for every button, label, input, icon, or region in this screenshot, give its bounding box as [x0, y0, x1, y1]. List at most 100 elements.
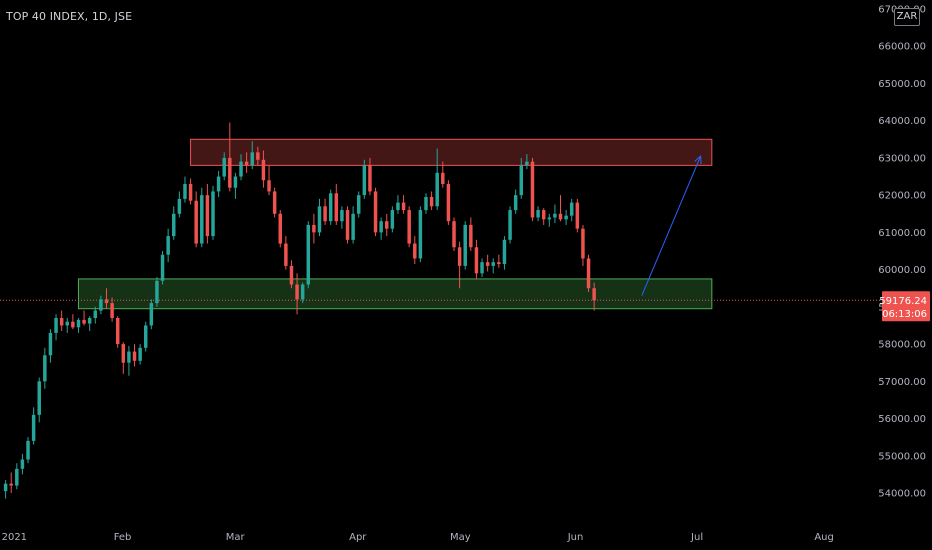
candle-body — [183, 183, 187, 199]
candle — [530, 157, 535, 222]
candle-body — [497, 262, 501, 265]
y-tick-label: 63000.00 — [878, 153, 926, 164]
candle — [194, 191, 198, 248]
candle — [59, 310, 64, 332]
candle — [592, 282, 596, 311]
candle-body — [368, 165, 372, 192]
candle — [469, 217, 473, 251]
candle-body — [82, 319, 86, 324]
candle — [413, 236, 417, 265]
candle-body — [457, 247, 462, 266]
candle-body — [429, 197, 434, 207]
candle-body — [87, 318, 92, 324]
candle-body — [149, 303, 154, 326]
candle-body — [441, 172, 445, 184]
candle — [429, 191, 434, 211]
candle — [525, 154, 529, 170]
candle-body — [558, 213, 563, 220]
y-tick-label: 56000.00 — [878, 414, 926, 425]
candle — [99, 295, 103, 315]
candle-body — [222, 157, 226, 177]
y-tick-label: 66000.00 — [878, 42, 926, 53]
candle — [497, 254, 501, 268]
candle — [513, 189, 518, 214]
candle-body — [547, 217, 552, 220]
resistance-zone — [190, 138, 713, 166]
candle — [216, 170, 221, 198]
support-zone — [77, 278, 713, 310]
candle — [435, 148, 439, 211]
candle-body — [351, 213, 355, 240]
candle — [300, 282, 305, 304]
candle-body — [592, 288, 596, 301]
candle-body — [250, 152, 254, 166]
candle-body — [188, 183, 193, 201]
candle — [323, 198, 327, 225]
x-tick-label: Mar — [226, 532, 246, 543]
candle — [312, 213, 316, 244]
candle — [26, 437, 30, 464]
candle — [547, 213, 552, 227]
x-tick-label: 2021 — [2, 532, 27, 543]
candle-body — [356, 195, 361, 214]
candle-body — [306, 224, 311, 285]
candle — [385, 213, 389, 237]
candle — [211, 185, 215, 240]
candles-layer — [3, 122, 596, 499]
candle — [463, 221, 467, 270]
candle — [272, 187, 277, 218]
candle — [340, 206, 344, 229]
candle-body — [172, 213, 176, 237]
candle-body — [31, 414, 36, 441]
candle-body — [65, 321, 69, 326]
candle-body — [530, 161, 535, 218]
candle-body — [390, 210, 395, 229]
candle-body — [581, 228, 585, 259]
candle — [536, 206, 540, 222]
candle-body — [519, 165, 524, 196]
candle-body — [166, 236, 170, 255]
candle — [244, 152, 249, 173]
candle-body — [278, 213, 282, 244]
candle — [278, 210, 282, 248]
candle-body — [160, 254, 165, 281]
candle — [166, 228, 170, 263]
candle — [508, 206, 512, 244]
candle — [37, 377, 41, 423]
candle-body — [284, 243, 288, 266]
candle — [474, 239, 479, 279]
candle-body — [362, 165, 367, 196]
candle-body — [228, 157, 232, 188]
candle — [502, 236, 507, 270]
candle — [261, 150, 266, 188]
candle-body — [569, 202, 574, 216]
candle-body — [155, 280, 159, 304]
candle — [586, 254, 591, 292]
x-tick-label: Aug — [814, 532, 834, 543]
candle-body — [93, 310, 98, 319]
candle — [43, 347, 47, 389]
candle-body — [261, 159, 266, 181]
candle-body — [334, 193, 339, 222]
candle-body — [385, 221, 389, 229]
x-tick-label: May — [450, 532, 471, 543]
candle — [345, 206, 350, 244]
candle — [3, 479, 8, 499]
y-tick-label: 65000.00 — [878, 79, 926, 90]
candle — [256, 146, 260, 166]
candle — [373, 187, 378, 237]
candle-body — [474, 247, 479, 274]
candle — [228, 122, 232, 192]
candle — [15, 463, 19, 490]
candle-body — [407, 210, 411, 244]
candle — [82, 310, 86, 326]
candle-body — [211, 191, 215, 237]
currency-badge[interactable]: ZAR — [894, 8, 920, 26]
candle — [222, 152, 226, 181]
candle-body — [452, 221, 456, 248]
candle — [183, 176, 187, 203]
candle-body — [401, 202, 406, 211]
candle-body — [513, 195, 518, 211]
x-axis[interactable]: 2021 Feb Mar Apr May Jun Jul Aug — [2, 532, 834, 543]
